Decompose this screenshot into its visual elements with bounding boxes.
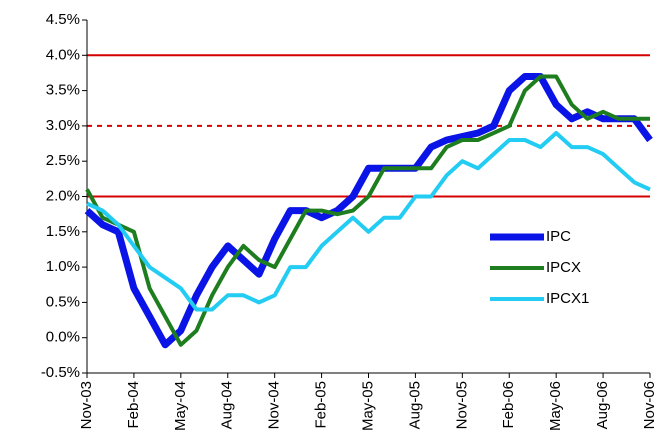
y-tick-label: 0.0%: [46, 329, 80, 346]
x-tick-label: Aug-06: [594, 381, 611, 429]
x-tick-label: Feb-04: [125, 381, 142, 429]
series-line: [84, 73, 653, 349]
y-tick-label: 1.0%: [46, 258, 80, 275]
x-tick-label: May-05: [359, 381, 376, 431]
series-line: [85, 74, 650, 347]
y-tick-label: 0.5%: [46, 293, 80, 310]
x-tick-label: Feb-05: [313, 381, 330, 429]
x-tick-label: Aug-05: [406, 381, 423, 429]
y-tick-label: 1.5%: [46, 223, 80, 240]
x-tick-label: Nov-04: [266, 381, 283, 429]
legend-label: IPCX: [546, 259, 581, 276]
x-tick-label: Aug-04: [219, 381, 236, 429]
legend-label: IPC: [546, 228, 571, 245]
x-tick-label: Nov-03: [78, 381, 95, 429]
y-tick-label: 4.0%: [46, 46, 80, 63]
x-tick-label: May-04: [172, 381, 189, 431]
y-tick-label: 3.0%: [46, 117, 80, 134]
x-tick-label: Nov-06: [641, 381, 658, 429]
y-tick-label: 2.5%: [46, 152, 80, 169]
y-tick-label: 2.0%: [46, 187, 80, 204]
x-tick-label: Nov-05: [453, 381, 470, 429]
legend-label: IPCX1: [546, 290, 589, 307]
y-tick-label: 4.5%: [46, 11, 80, 28]
series-line: [86, 131, 651, 312]
x-tick-label: May-06: [547, 381, 564, 431]
y-tick-label: -0.5%: [41, 364, 80, 381]
x-tick-label: Feb-06: [500, 381, 517, 429]
y-tick-label: 3.5%: [46, 82, 80, 99]
